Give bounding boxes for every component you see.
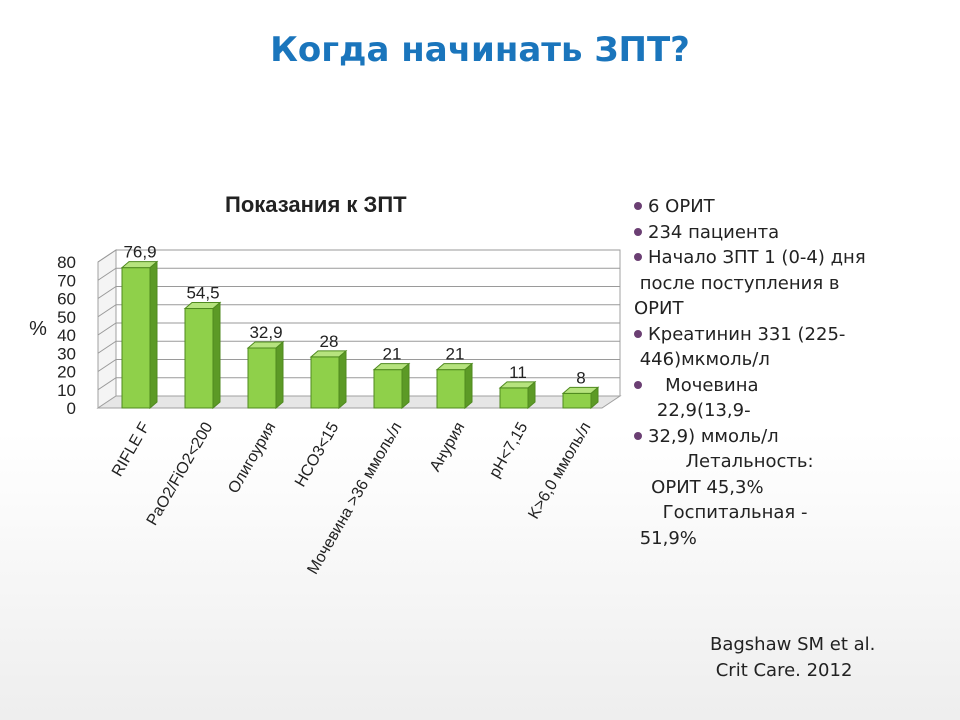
y-axis-label: % [29, 318, 47, 340]
y-tick-label: 40 [57, 326, 76, 345]
x-tick-label: HCO3<15 [292, 419, 343, 490]
y-tick-label: 0 [67, 399, 76, 418]
note-text: ОРИТ 45,3% [634, 476, 764, 498]
y-tick-label: 50 [57, 308, 76, 327]
citation-authors: Bagshaw SM et al. [710, 634, 876, 655]
data-label: 21 [383, 345, 402, 364]
bullet-item: 6 ОРИТ [634, 194, 954, 220]
data-label: 11 [509, 363, 527, 382]
bar-side [464, 362, 473, 410]
chart-title: Показания к ЗПТ [225, 192, 407, 217]
x-tick-label: Анурия [427, 420, 469, 475]
note-text: Мочевина [648, 374, 759, 396]
note-text: после поступления в [634, 272, 840, 294]
citation-journal: Crit Care. 2012 [710, 660, 853, 681]
data-label: 76,9 [123, 243, 156, 262]
bullet-dot-icon [634, 431, 642, 440]
citation: Bagshaw SM et al. Crit Care. 2012 [710, 632, 875, 684]
x-tick-label: RIFLE F [109, 419, 154, 479]
bar-top [372, 363, 411, 371]
y-tick-label: 30 [57, 344, 76, 363]
note-text: 446)мкмоль/л [634, 349, 770, 370]
bar-side [149, 260, 158, 410]
data-label: 32,9 [249, 323, 282, 342]
x-tick-label: K>6,0 ммоль/л [525, 420, 594, 523]
note-text: 32,9) ммоль/л [648, 425, 779, 447]
data-label: 28 [320, 332, 339, 351]
note-text: Начало ЗПТ 1 (0-4) дня [648, 247, 866, 268]
note-text: 22,9(13,9- [634, 400, 751, 421]
bar-top [561, 386, 600, 394]
bullet-item: 32,9) ммоль/л [634, 424, 954, 450]
bullet-item: 234 пациента [634, 220, 954, 246]
bar-side [401, 362, 410, 410]
bullet-continuation: Госпитальная - [634, 500, 954, 526]
bar [184, 308, 214, 409]
gridline [97, 322, 620, 336]
x-tick-label: Олигоурия [225, 420, 279, 497]
bar-top [309, 350, 348, 358]
bar [499, 387, 529, 409]
bullet-dot-icon [634, 253, 642, 261]
gridline [97, 359, 620, 372]
y-tick-label: 70 [57, 271, 76, 290]
data-label: 21 [446, 345, 465, 364]
bar [373, 369, 403, 409]
gridline [97, 249, 620, 263]
gridline [97, 267, 620, 281]
bullet-continuation: после поступления в [634, 271, 954, 297]
x-tick-label: pH<7,15 [486, 419, 531, 480]
note-text: ОРИТ [634, 298, 684, 319]
bar-top [498, 381, 537, 389]
bullet-continuation: 51,9% [634, 526, 954, 552]
bullet-continuation: ОРИТ [634, 296, 954, 322]
bar-top [183, 302, 222, 310]
bar-top [246, 341, 285, 349]
note-text: Креатинин 331 (225- [648, 323, 846, 345]
study-notes-list: 6 ОРИТ 234 пациента Начало ЗПТ 1 (0-4) дня… [634, 194, 954, 551]
note-text: 6 ОРИТ [648, 196, 715, 217]
gridline [97, 304, 620, 318]
bar-top [120, 261, 159, 269]
y-tick-label: 80 [57, 253, 76, 272]
note-text: Летальность: [634, 451, 814, 472]
bullet-continuation: ОРИТ 45,3% [634, 475, 954, 501]
y-tick-label: 10 [57, 381, 76, 400]
bar [436, 369, 466, 409]
data-label: 54,5 [186, 284, 219, 303]
gridline [97, 286, 620, 299]
bar-side [275, 340, 284, 410]
data-label: 8 [576, 368, 585, 387]
slide-title: Когда начинать ЗПТ? [270, 30, 690, 70]
chart-floor [96, 395, 622, 409]
y-tick-label: 60 [57, 290, 76, 309]
bullet-continuation: 446)мкмоль/л [634, 347, 954, 373]
bar [562, 392, 592, 409]
bullet-dot-icon [634, 329, 642, 338]
bullet-continuation: Летальность: [634, 449, 954, 475]
bullet-item: Начало ЗПТ 1 (0-4) дня [634, 245, 954, 271]
bar [310, 356, 340, 409]
bar [247, 347, 277, 409]
bar-top [435, 363, 474, 371]
bullet-continuation: 22,9(13,9- [634, 398, 954, 424]
gridline [97, 340, 620, 354]
x-tick-label: PaO2/FiO2<200 [144, 419, 217, 528]
bullet-dot-icon [634, 202, 642, 210]
bullet-dot-icon [634, 227, 642, 236]
note-text: 51,9% [634, 527, 697, 549]
bar [121, 267, 151, 409]
note-text: Госпитальная - [634, 502, 808, 523]
bullet-dot-icon [634, 380, 642, 389]
y-tick-label: 20 [57, 363, 76, 382]
bullet-item: Креатинин 331 (225- [634, 322, 954, 348]
bar-side [212, 301, 221, 410]
bullet-item: Мочевина [634, 373, 954, 399]
bar-side [338, 349, 347, 410]
note-text: 234 пациента [648, 221, 780, 243]
